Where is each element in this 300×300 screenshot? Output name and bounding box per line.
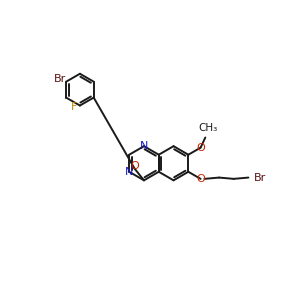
Text: O: O [196, 142, 205, 153]
Text: CH₃: CH₃ [199, 123, 218, 133]
Text: F: F [71, 102, 77, 112]
Text: N: N [140, 141, 148, 151]
Text: Br: Br [53, 74, 66, 84]
Text: O: O [196, 174, 205, 184]
Text: Br: Br [254, 172, 267, 183]
Text: N: N [124, 167, 133, 177]
Text: O: O [130, 160, 139, 171]
